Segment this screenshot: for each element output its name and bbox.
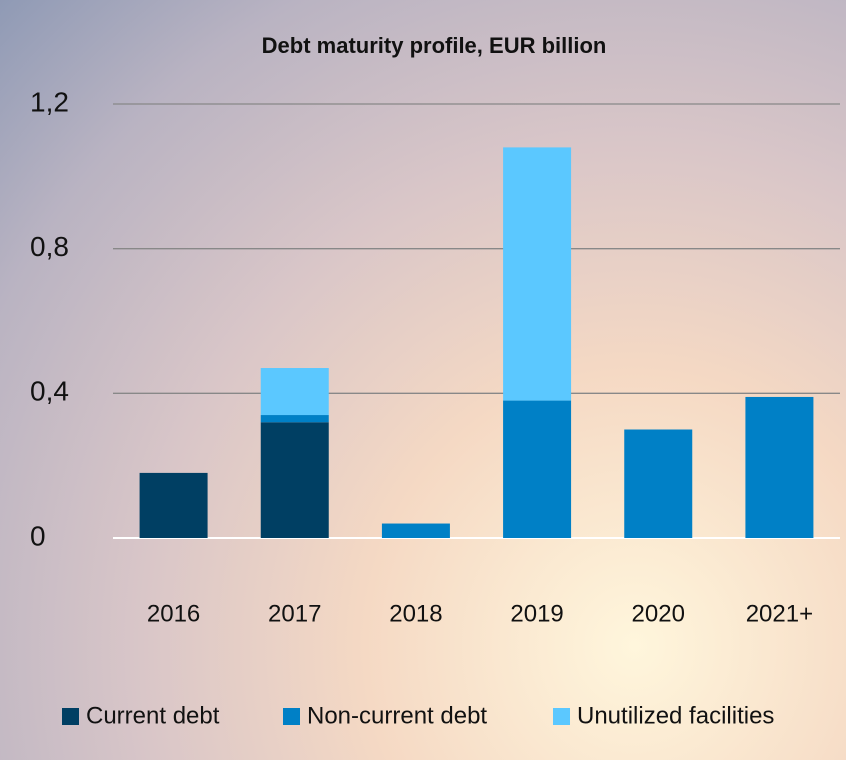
bar-segment (381, 523, 450, 538)
legend-swatch (283, 708, 300, 725)
bar-segment (503, 400, 572, 538)
x-tick-label: 2020 (632, 600, 685, 627)
legend-label: Unutilized facilities (577, 702, 774, 729)
bar-segment (260, 422, 329, 538)
legend-label: Current debt (86, 702, 220, 729)
legend-swatch (62, 708, 79, 725)
y-tick-label: 0,4 (30, 376, 69, 407)
x-tick-label: 2017 (268, 600, 321, 627)
bar-segment (260, 368, 329, 416)
bar-segment (139, 472, 208, 538)
x-tick-label: 2018 (389, 600, 442, 627)
legend-swatch (553, 708, 570, 725)
chart-title: Debt maturity profile, EUR billion (262, 33, 607, 58)
x-tick-label: 2016 (147, 600, 200, 627)
bar-segment (624, 429, 693, 538)
y-tick-label: 1,2 (30, 86, 69, 117)
bar-segment (260, 415, 329, 423)
y-tick-label: 0,8 (30, 231, 69, 262)
x-tick-label: 2019 (510, 600, 563, 627)
legend-label: Non-current debt (307, 702, 487, 729)
y-tick-label: 0 (30, 520, 46, 551)
bar-segment (503, 147, 572, 401)
bar-segment (745, 396, 814, 538)
x-tick-label: 2021+ (746, 600, 813, 627)
